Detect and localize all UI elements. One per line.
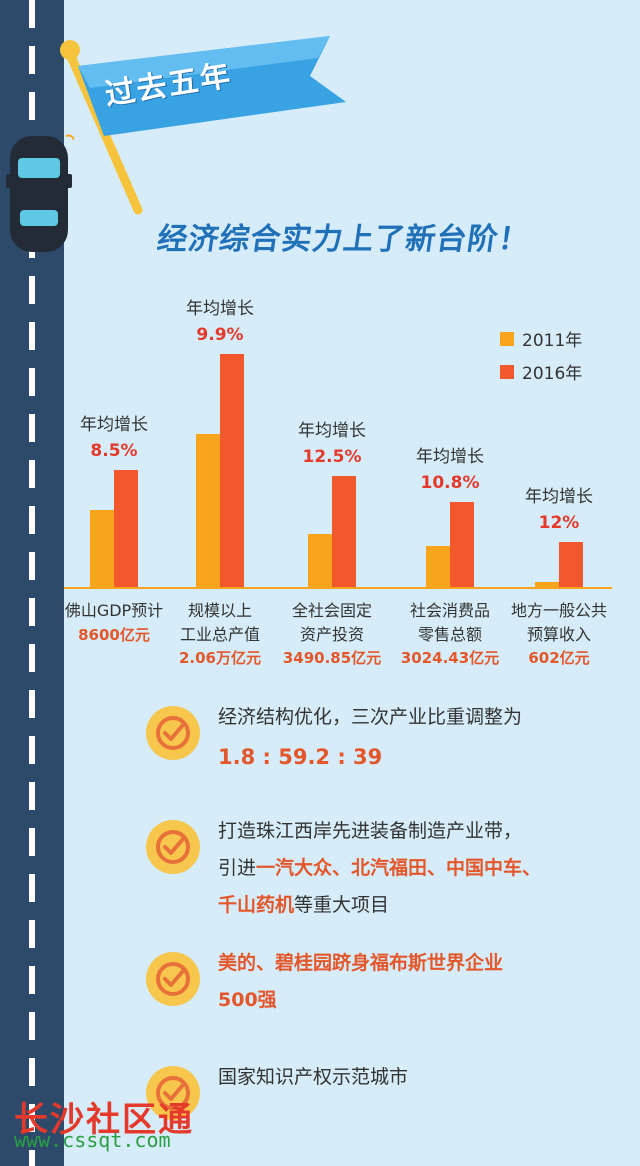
growth-value-2: 9.9% [196, 325, 243, 345]
achievement-text: 等重大项目 [294, 894, 390, 916]
headline: 经济综合实力上了新台阶！ [155, 222, 532, 257]
achievement-line: 打造珠江西岸先进装备制造产业带， [218, 814, 522, 848]
achievement-line: 500强 [218, 983, 277, 1017]
category-label-3: 全社会固定 [292, 601, 372, 620]
chart-bars [90, 354, 583, 588]
legend-label-2011: 2011年 [522, 331, 583, 351]
achievement-line: 美的、碧桂园跻身福布斯世界企业 [218, 946, 503, 980]
bar-5-2016 [559, 542, 583, 588]
growth-label-2: 年均增长 [186, 299, 254, 319]
category-value-1: 8600亿元 [78, 626, 150, 644]
growth-label-1: 年均增长 [80, 415, 148, 435]
bar-5-2011 [535, 582, 559, 588]
achievement-text: 国家知识产权示范城市 [218, 1066, 409, 1088]
growth-value-1: 8.5% [90, 441, 137, 461]
achievement-highlight: 一汽大众、北汽福田、中国中车、 [256, 857, 542, 879]
category-value-4: 3024.43亿元 [401, 649, 499, 667]
growth-label-4: 年均增长 [416, 447, 484, 467]
flag-banner [60, 36, 346, 215]
legend-item-2011: 2011年 [500, 326, 582, 351]
legend-label-2016: 2016年 [522, 364, 583, 384]
achievement-highlight: 500强 [218, 989, 277, 1011]
category-value-5: 602亿元 [528, 649, 589, 667]
watermark-url: www.cssqt.com [14, 1128, 171, 1152]
category-label-1: 佛山GDP预计 [65, 601, 163, 620]
category-value-3: 3490.85亿元 [283, 649, 381, 667]
achievement-highlight: 美的、碧桂园跻身福布斯世界企业 [218, 952, 504, 974]
bar-1-2011 [90, 510, 114, 588]
achievement-highlight: 千山药机 [218, 894, 295, 916]
growth-value-3: 12.5% [303, 447, 362, 467]
growth-value-5: 12% [539, 513, 580, 533]
growth-label-5: 年均增长 [525, 487, 593, 507]
category-label-line2-3: 资产投资 [300, 625, 364, 644]
check-icon [146, 1066, 200, 1120]
legend-swatch-2011 [500, 331, 514, 346]
bar-4-2016 [450, 502, 474, 588]
watermark-title: 长沙社区通 [14, 1100, 194, 1140]
road-dashes [29, 0, 35, 1166]
bar-2-2011 [196, 434, 220, 588]
legend-item-2016: 2016年 [500, 359, 582, 384]
category-label-line2-5: 预算收入 [527, 625, 591, 644]
check-icon [146, 706, 200, 760]
bar-3-2016 [332, 476, 356, 588]
achievement-line: 国家知识产权示范城市 [218, 1060, 408, 1094]
bar-2-2016 [220, 354, 244, 588]
growth-value-4: 10.8% [421, 473, 480, 493]
category-label-4: 社会消费品 [410, 601, 490, 620]
achievement-highlight: 1.8 : 59.2 : 39 [218, 745, 383, 769]
achievement-line: 引进一汽大众、北汽福田、中国中车、 [218, 851, 541, 885]
achievement-line: 1.8 : 59.2 : 39 [218, 740, 382, 775]
car-icon [6, 134, 74, 252]
achievement-text: 经济结构优化，三次产业比重调整为 [218, 706, 523, 728]
bar-1-2016 [114, 470, 138, 588]
achievement-line: 千山药机等重大项目 [218, 888, 389, 922]
category-label-line2-4: 零售总额 [418, 625, 482, 644]
category-label-line2-2: 工业总产值 [180, 625, 260, 644]
bar-4-2011 [426, 546, 450, 588]
check-icon [146, 820, 200, 874]
achievement-text: 引进 [218, 857, 257, 879]
chart-labels: 年均增长8.5%佛山GDP预计8600亿元年均增长9.9%规模以上工业总产值2.… [65, 299, 607, 667]
legend: 2011年 2016年 [500, 326, 582, 384]
growth-label-3: 年均增长 [298, 421, 366, 441]
achievement-line: 经济结构优化，三次产业比重调整为 [218, 700, 522, 734]
category-label-5: 地方一般公共 [511, 601, 607, 620]
check-icon [146, 952, 200, 1006]
bar-chart: 年均增长8.5%佛山GDP预计8600亿元年均增长9.9%规模以上工业总产值2.… [64, 299, 612, 667]
legend-swatch-2016 [500, 364, 514, 379]
category-value-2: 2.06万亿元 [179, 649, 261, 667]
achievement-text: 打造珠江西岸先进装备制造产业带， [218, 820, 523, 842]
category-label-2: 规模以上 [188, 601, 252, 620]
bar-3-2011 [308, 534, 332, 588]
